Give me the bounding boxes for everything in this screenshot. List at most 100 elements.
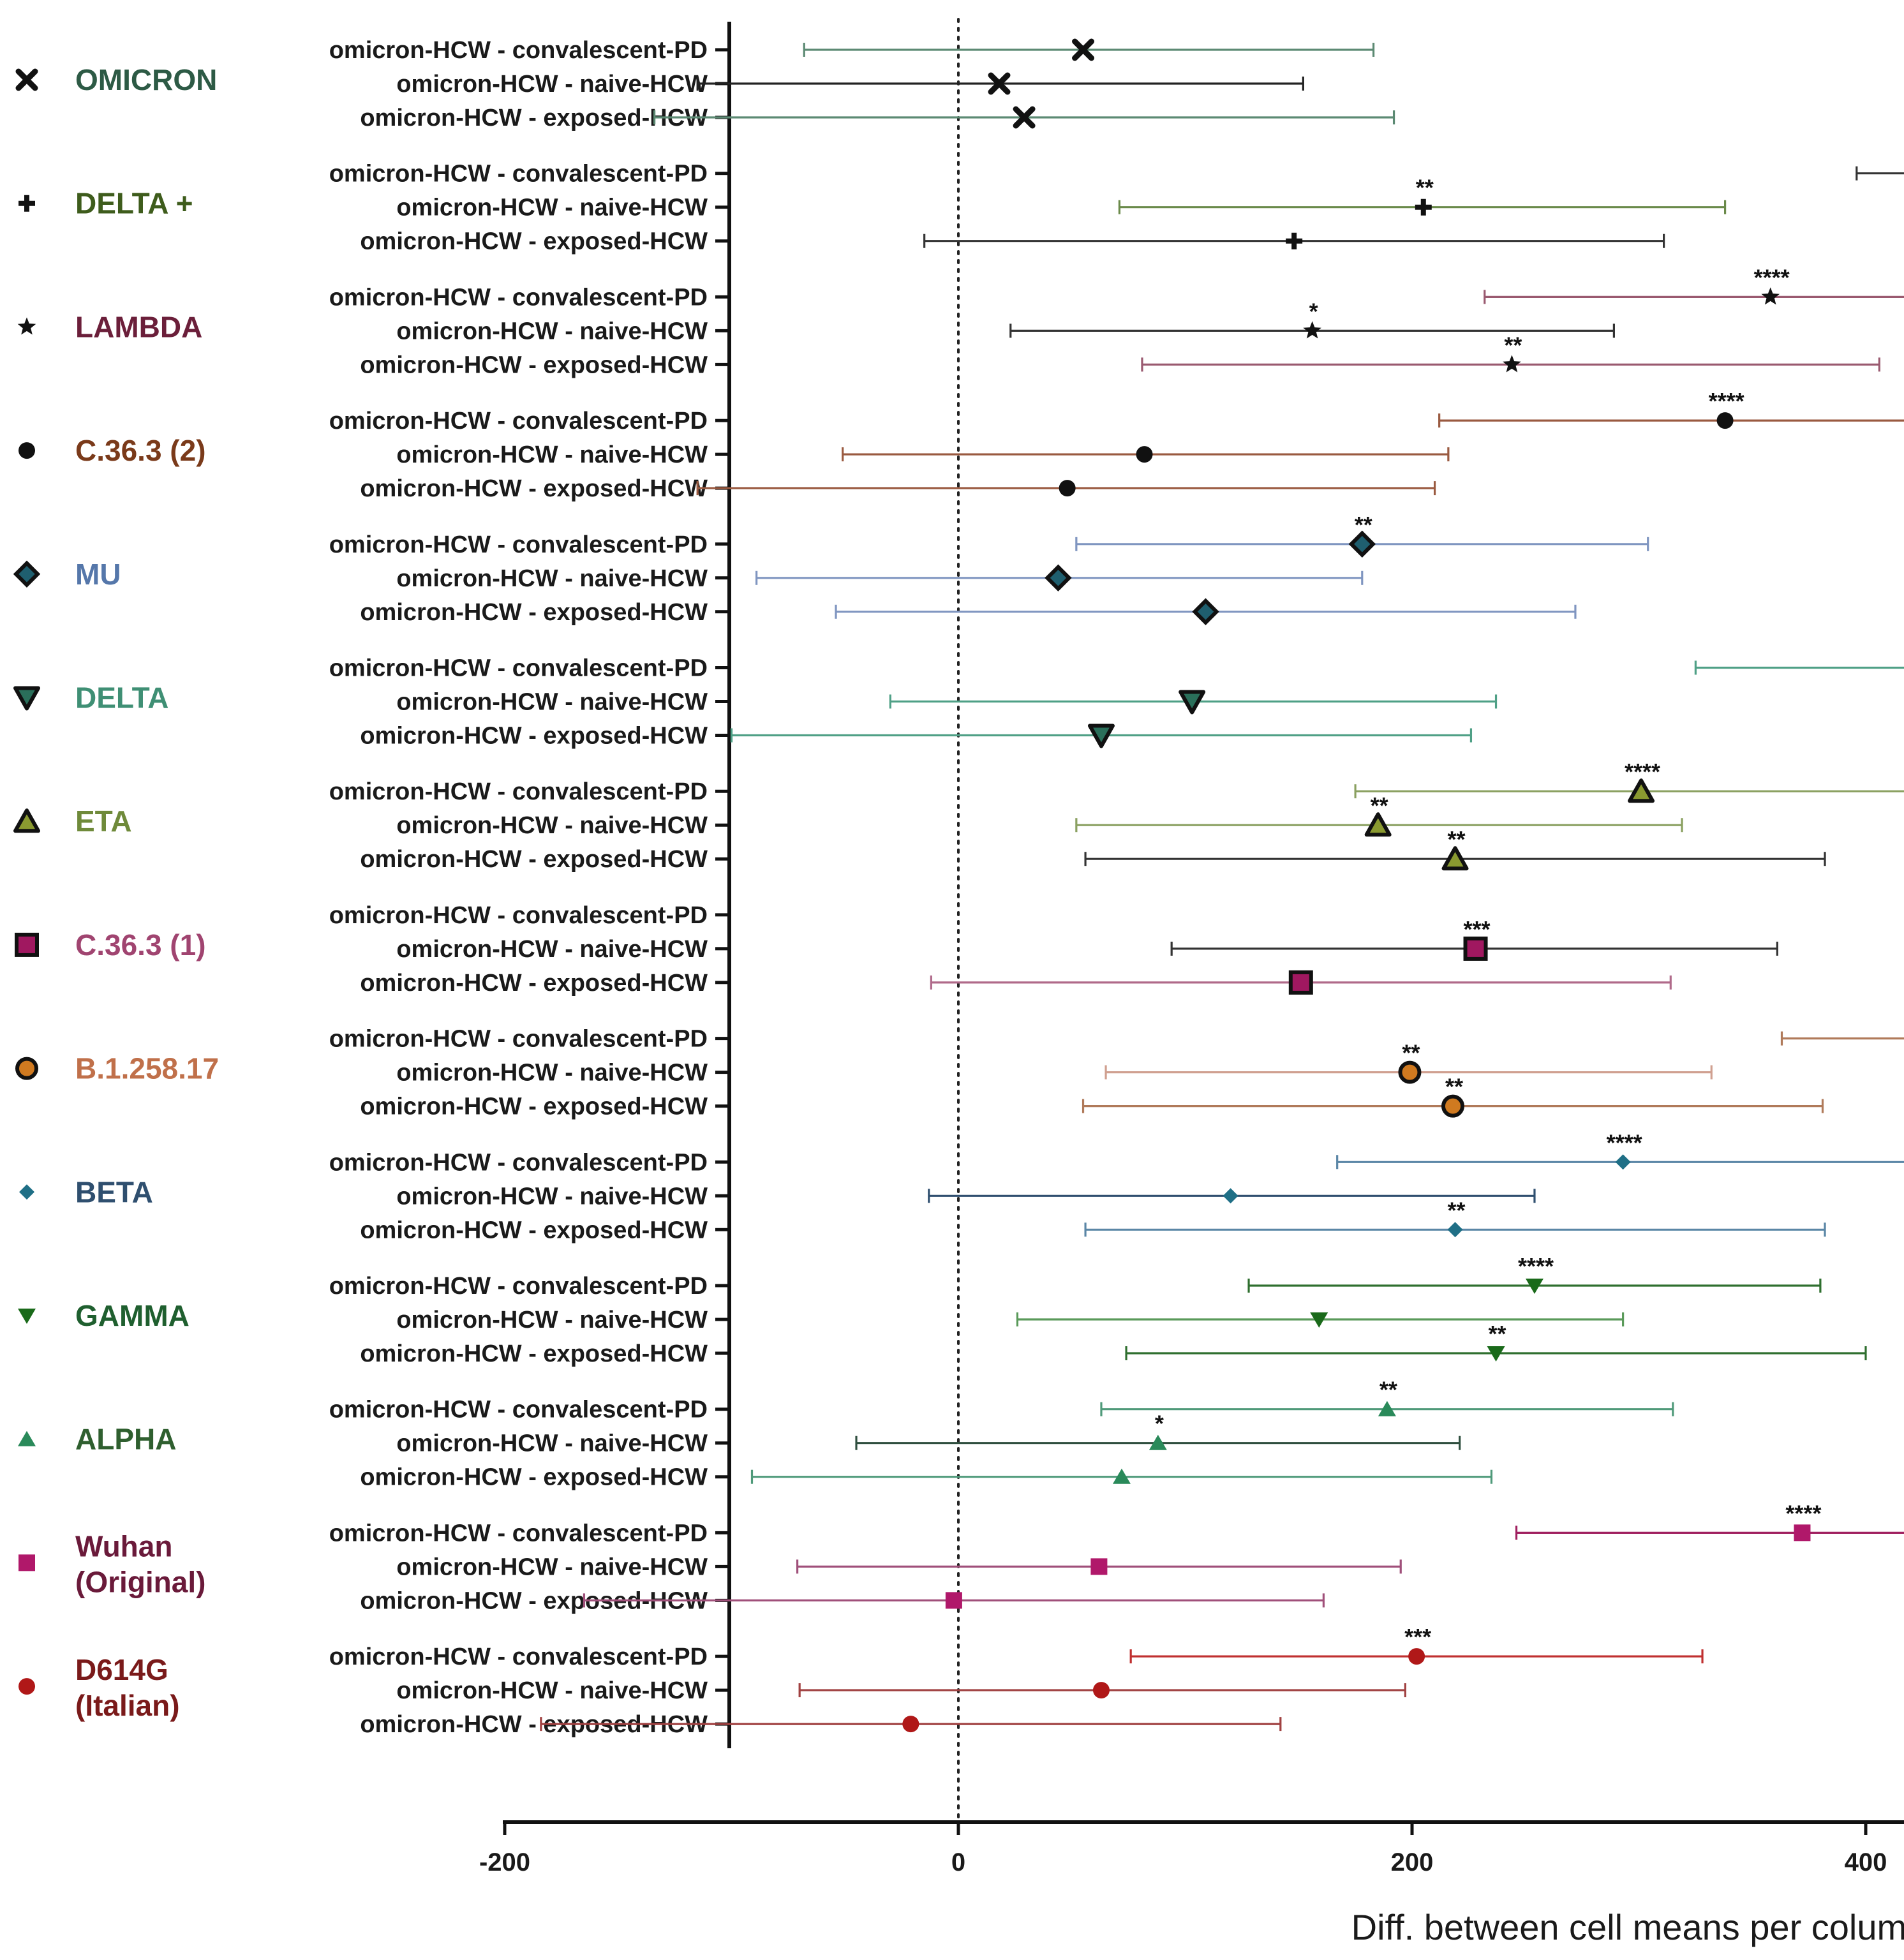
data-point bbox=[1090, 1558, 1108, 1575]
x-tick-label: 400 bbox=[1845, 1848, 1887, 1876]
comparison-label: omicron-HCW - convalescent-PD bbox=[329, 37, 708, 64]
data-point bbox=[1364, 812, 1392, 837]
significance-label: ** bbox=[1371, 792, 1388, 819]
data-point bbox=[1441, 846, 1469, 871]
comparison-label: omicron-HCW - naive-HCW bbox=[396, 1183, 708, 1210]
comparison-label: omicron-HCW - convalescent-PD bbox=[329, 1397, 708, 1423]
data-point bbox=[1348, 530, 1376, 558]
error-bar bbox=[1354, 784, 1904, 799]
comparison-label: omicron-HCW - exposed-HCW bbox=[360, 1340, 708, 1367]
significance-label: * bbox=[1155, 1411, 1164, 1437]
x-tick-label: -200 bbox=[479, 1848, 530, 1876]
comparison-label: omicron-HCW - naive-HCW bbox=[396, 195, 708, 221]
significance-label: **** bbox=[1785, 1500, 1821, 1526]
comparison-label: omicron-HCW - exposed-HCW bbox=[360, 105, 708, 131]
significance-label: ** bbox=[1448, 1197, 1466, 1223]
variant-label: ALPHA bbox=[75, 1423, 176, 1456]
comparison-label: omicron-HCW - exposed-HCW bbox=[360, 1094, 708, 1120]
comparison-label: omicron-HCW - convalescent-PD bbox=[329, 778, 708, 805]
comparison-label: omicron-HCW - convalescent-PD bbox=[329, 1149, 708, 1176]
x-tick-label: 0 bbox=[951, 1848, 965, 1876]
significance-label: ** bbox=[1504, 332, 1522, 358]
data-point bbox=[1223, 1188, 1238, 1204]
data-point bbox=[1628, 778, 1655, 803]
significance-label: *** bbox=[1404, 1624, 1431, 1650]
comparison-label: omicron-HCW - naive-HCW bbox=[396, 71, 708, 98]
significance-label: **** bbox=[1625, 759, 1660, 785]
significance-label: **** bbox=[1607, 1129, 1642, 1155]
comparison-label: omicron-HCW - convalescent-PD bbox=[329, 408, 708, 434]
legend-marker-c-36-3-1- bbox=[15, 932, 39, 957]
comparison-label: omicron-HCW - naive-HCW bbox=[396, 689, 708, 716]
significance-label: *** bbox=[1464, 916, 1491, 942]
data-points: ****************************************… bbox=[540, 38, 1904, 1733]
significance-label: ** bbox=[1355, 512, 1372, 538]
data-point bbox=[1112, 1468, 1131, 1484]
comparison-label: omicron-HCW - naive-HCW bbox=[396, 1430, 708, 1457]
data-point bbox=[1310, 1312, 1328, 1328]
data-point bbox=[1092, 1682, 1110, 1699]
error-bar bbox=[1780, 1031, 1904, 1046]
legend-marker-lambda bbox=[17, 317, 36, 335]
comparison-label: omicron-HCW - convalescent-PD bbox=[329, 284, 708, 311]
significance-label: * bbox=[1309, 298, 1318, 324]
variant-label: MU bbox=[75, 558, 121, 591]
data-point bbox=[1136, 446, 1153, 463]
variant-label: DELTA bbox=[75, 681, 169, 715]
data-point bbox=[1408, 1648, 1425, 1665]
legend-marker-delta- bbox=[19, 195, 35, 212]
data-point bbox=[1059, 480, 1076, 497]
legend-marker-omicron bbox=[15, 68, 38, 91]
comparison-label: omicron-HCW - exposed-HCW bbox=[360, 599, 708, 626]
error-bar bbox=[803, 43, 1375, 57]
data-point bbox=[1441, 1094, 1464, 1118]
significance-label: ** bbox=[1380, 1377, 1397, 1403]
data-point bbox=[1149, 1434, 1167, 1450]
data-point bbox=[1463, 936, 1488, 961]
significance-label: **** bbox=[1709, 388, 1744, 414]
data-point bbox=[1013, 106, 1036, 129]
legend-marker-mu bbox=[13, 560, 41, 588]
comparison-label: omicron-HCW - exposed-HCW bbox=[360, 475, 708, 502]
error-bar bbox=[1694, 660, 1904, 675]
data-point bbox=[1415, 198, 1432, 216]
legend-marker-c-36-3-2- bbox=[19, 442, 35, 459]
legend-marker-b-1-258-17 bbox=[15, 1057, 38, 1080]
data-point bbox=[1303, 321, 1321, 339]
comparison-label: omicron-HCW - naive-HCW bbox=[396, 1060, 708, 1087]
data-point bbox=[1503, 355, 1521, 373]
variant-label: D614G (Italian) bbox=[75, 1653, 180, 1722]
axes: -2000200400600800 bbox=[479, 18, 1904, 1876]
comparison-label: omicron-HCW - exposed-HCW bbox=[360, 970, 708, 997]
comparison-label: omicron-HCW - convalescent-PD bbox=[329, 1644, 708, 1670]
comparison-labels: omicron-HCW - convalescent-PD omicron-HCW… bbox=[329, 37, 729, 1738]
legend-marker-delta bbox=[13, 686, 40, 711]
data-point bbox=[1378, 1400, 1396, 1416]
comparison-label: omicron-HCW - exposed-HCW bbox=[360, 352, 708, 378]
significance-label: ** bbox=[1489, 1321, 1506, 1347]
variant-legend: OMICRON DELTA + LAMBDA C.36.3 (2) MU DELTA ETA… bbox=[13, 63, 219, 1722]
error-bar bbox=[1438, 413, 1904, 428]
variant-label: BETA bbox=[75, 1175, 153, 1208]
comparison-label: omicron-HCW - convalescent-PD bbox=[329, 655, 708, 682]
data-point bbox=[1761, 287, 1780, 305]
legend-marker-beta bbox=[19, 1184, 34, 1200]
data-point bbox=[1192, 598, 1219, 626]
data-point bbox=[1447, 1222, 1463, 1238]
variant-label: LAMBDA bbox=[75, 310, 202, 343]
comparison-label: omicron-HCW - convalescent-PD bbox=[329, 1520, 708, 1547]
comparison-label: omicron-HCW - exposed-HCW bbox=[360, 1464, 708, 1491]
data-point bbox=[1487, 1346, 1505, 1362]
significance-label: ** bbox=[1402, 1040, 1420, 1066]
comparison-label: omicron-HCW - naive-HCW bbox=[396, 1554, 708, 1580]
data-point bbox=[1045, 564, 1072, 592]
variant-label: OMICRON bbox=[75, 63, 217, 96]
legend-marker-gamma bbox=[18, 1309, 36, 1324]
data-point bbox=[1398, 1060, 1422, 1084]
variant-label: C.36.3 (2) bbox=[75, 434, 206, 467]
significance-label: ** bbox=[1416, 175, 1434, 201]
legend-marker-d614g bbox=[19, 1678, 35, 1695]
x-tick-label: 200 bbox=[1391, 1848, 1434, 1876]
error-bar bbox=[1856, 166, 1904, 181]
comparison-label: omicron-HCW - exposed-HCW bbox=[360, 846, 708, 873]
